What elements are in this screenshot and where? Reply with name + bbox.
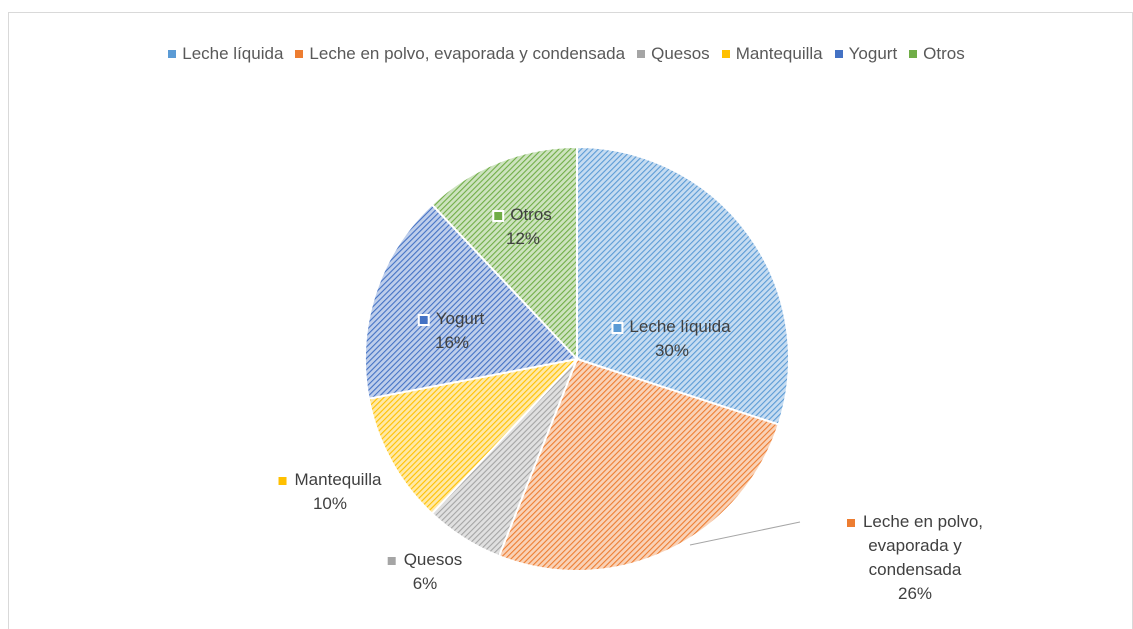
data-label: Leche en polvo, evaporada y condensada 26… <box>830 510 1000 606</box>
legend-item: Mantequilla <box>721 44 823 64</box>
label-marker <box>611 321 624 334</box>
legend-label: Yogurt <box>848 44 898 63</box>
data-label: Otros 12% <box>492 203 552 251</box>
pie-slice <box>367 357 580 515</box>
label-marker <box>417 313 430 326</box>
label-marker <box>846 518 855 527</box>
label-category: Leche en polvo, evaporada y condensada <box>862 512 984 579</box>
legend-swatch <box>168 50 177 58</box>
label-marker <box>387 556 396 565</box>
label-category: Leche líquida <box>629 317 731 336</box>
legend-swatch <box>909 50 918 58</box>
label-marker <box>492 209 505 222</box>
legend-label: Leche líquida <box>182 44 284 63</box>
legend: Leche líquida Leche en polvo, evaporada y… <box>0 44 1133 64</box>
label-value: 10% <box>312 494 348 513</box>
legend-item: Otros <box>909 44 965 64</box>
label-value: 12% <box>505 229 541 248</box>
data-label: Mantequilla 10% <box>278 468 382 516</box>
legend-swatch <box>637 50 646 58</box>
label-marker <box>278 476 287 485</box>
label-category: Mantequilla <box>294 470 382 489</box>
pie-slice <box>497 357 780 572</box>
legend-swatch <box>834 50 843 58</box>
data-label: Yogurt 16% <box>417 307 485 355</box>
label-value: 6% <box>412 574 438 593</box>
pie-slice <box>576 145 790 426</box>
label-category: Otros <box>510 205 552 224</box>
label-category: Quesos <box>403 550 463 569</box>
legend-swatch <box>721 50 730 58</box>
data-label: Leche líquida 30% <box>611 315 731 363</box>
data-label: Quesos 6% <box>387 548 463 596</box>
label-value: 30% <box>654 341 690 360</box>
legend-item: Leche líquida <box>168 44 283 64</box>
legend-label: Quesos <box>651 44 710 63</box>
label-category: Yogurt <box>435 309 485 328</box>
legend-swatch <box>295 50 304 58</box>
legend-label: Otros <box>923 44 965 63</box>
legend-item: Yogurt <box>834 44 898 64</box>
label-value: 16% <box>434 333 470 352</box>
pie-slice <box>364 203 579 400</box>
legend-label: Leche en polvo, evaporada y condensada <box>309 44 626 63</box>
legend-item: Quesos <box>637 44 710 64</box>
legend-item: Leche en polvo, evaporada y condensada <box>295 44 625 64</box>
pie-slice <box>430 145 578 362</box>
leader-line <box>689 521 801 546</box>
legend-label: Mantequilla <box>735 44 823 63</box>
label-value: 26% <box>897 584 933 603</box>
